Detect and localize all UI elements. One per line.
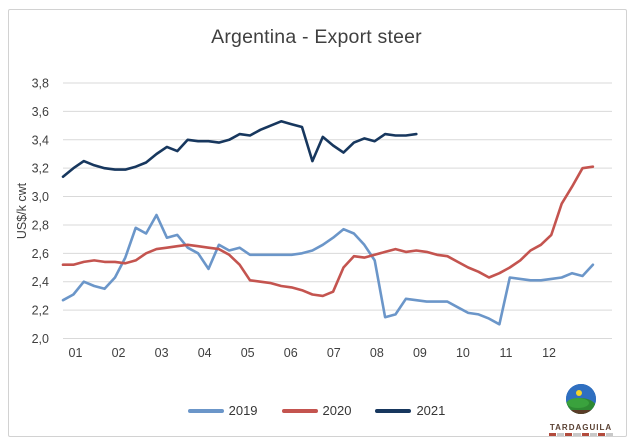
chart-title: Argentina - Export steer: [211, 26, 422, 48]
y-tick-label: 2,4: [32, 275, 49, 289]
y-axis-title: US$/k cwt: [15, 182, 29, 240]
legend-item-2019: 2019: [187, 403, 258, 418]
legend-label-2021: 2021: [416, 403, 446, 418]
x-tick-label: 04: [198, 346, 212, 360]
x-tick-label: 07: [327, 346, 341, 360]
series-line-2020: [61, 165, 595, 298]
legend-item-2020: 2020: [281, 403, 352, 418]
legend-swatch-2020: [281, 408, 318, 413]
chart-legend: 2019 2020 2021: [0, 403, 633, 418]
y-tick-label: 2,8: [32, 218, 49, 232]
x-tick-label: 01: [69, 346, 83, 360]
x-tick-label: 06: [284, 346, 298, 360]
x-tick-label: 11: [500, 346, 513, 360]
x-tick-label: 09: [413, 346, 427, 360]
legend-swatch-2019: [187, 408, 224, 413]
y-tick-label: 3,4: [32, 133, 49, 147]
y-tick-label: 2,2: [32, 304, 49, 318]
legend-label-2019: 2019: [228, 403, 258, 418]
y-tick-label: 3,0: [32, 190, 49, 204]
x-tick-label: 08: [370, 346, 384, 360]
y-tick-label: 3,2: [32, 162, 49, 176]
y-tick-label: 3,8: [32, 77, 49, 91]
x-tick-label: 05: [241, 346, 255, 360]
series-line-2021: [61, 120, 418, 178]
chart-card: [8, 9, 627, 437]
series-line-2019: [61, 213, 595, 326]
y-tick-label: 2,6: [32, 247, 49, 261]
legend-swatch-2021: [375, 408, 412, 413]
x-tick-label: 02: [112, 346, 126, 360]
tardaguila-logo: TARDAGUILA: [542, 383, 620, 436]
globe-icon: [566, 384, 596, 414]
x-tick-label: 03: [155, 346, 169, 360]
y-tick-label: 3,6: [32, 105, 49, 119]
x-tick-label: 10: [456, 346, 470, 360]
logo-wordmark: TARDAGUILA: [549, 423, 613, 432]
x-tick-label: 12: [542, 346, 556, 360]
logo-tagline-strip: [549, 433, 613, 436]
legend-label-2020: 2020: [322, 403, 352, 418]
y-tick-label: 2,0: [32, 332, 49, 346]
legend-item-2021: 2021: [375, 403, 445, 418]
